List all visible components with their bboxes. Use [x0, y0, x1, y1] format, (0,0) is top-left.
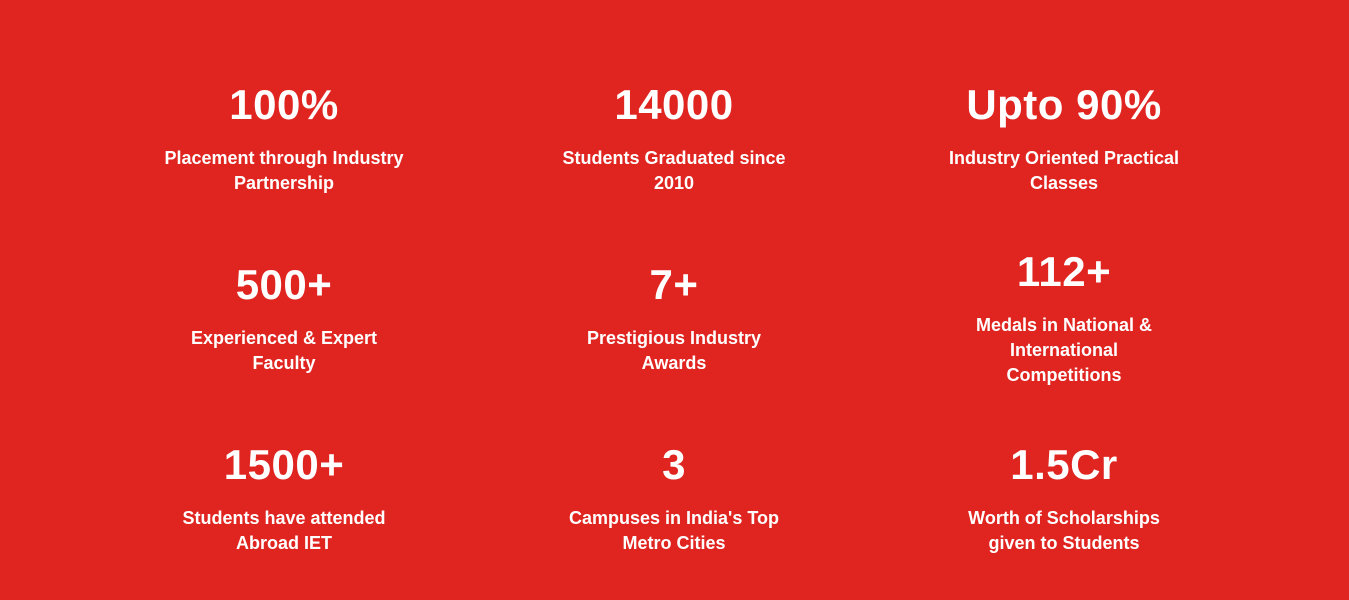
stat-value: 3 [662, 441, 686, 488]
stat-medals: 112+ Medals in National & International … [914, 247, 1214, 388]
stat-description: Experienced & Expert Faculty [190, 328, 378, 373]
stat-description: Students have attended Abroad IET [182, 508, 386, 553]
stat-practical-classes: Upto 90% Industry Oriented Practical Cla… [914, 80, 1214, 196]
stat-description: Worth of Scholarships given to Students [968, 508, 1160, 553]
stat-faculty: 500+ Experienced & Expert Faculty [134, 260, 434, 376]
stat-value: 100% [229, 81, 339, 128]
stat-placement: 100% Placement through Industry Partners… [134, 80, 434, 196]
stat-value: 500+ [235, 261, 333, 308]
stat-students-graduated: 14000 Students Graduated since 2010 [524, 80, 824, 196]
stat-description: Campuses in India's Top Metro Cities [569, 508, 779, 553]
stat-description: Prestigious Industry Awards [586, 328, 762, 373]
stat-campuses: 3 Campuses in India's Top Metro Cities [524, 440, 824, 556]
stat-abroad-iet: 1500+ Students have attended Abroad IET [134, 440, 434, 556]
stat-scholarships: 1.5Cr Worth of Scholarships given to Stu… [914, 440, 1214, 556]
stat-awards: 7+ Prestigious Industry Awards [524, 260, 824, 376]
stat-description: Students Graduated since 2010 [562, 148, 786, 193]
stat-value: 7+ [649, 261, 699, 308]
stat-value: 1.5Cr [1010, 441, 1118, 488]
stat-description: Industry Oriented Practical Classes [948, 148, 1180, 193]
stat-value: 112+ [1016, 248, 1112, 295]
stat-description: Medals in National & International Compe… [975, 315, 1153, 385]
stat-value: 14000 [614, 81, 734, 128]
stat-description: Placement through Industry Partnership [164, 148, 404, 193]
stat-value: Upto 90% [966, 81, 1162, 128]
stat-value: 1500+ [223, 441, 345, 488]
